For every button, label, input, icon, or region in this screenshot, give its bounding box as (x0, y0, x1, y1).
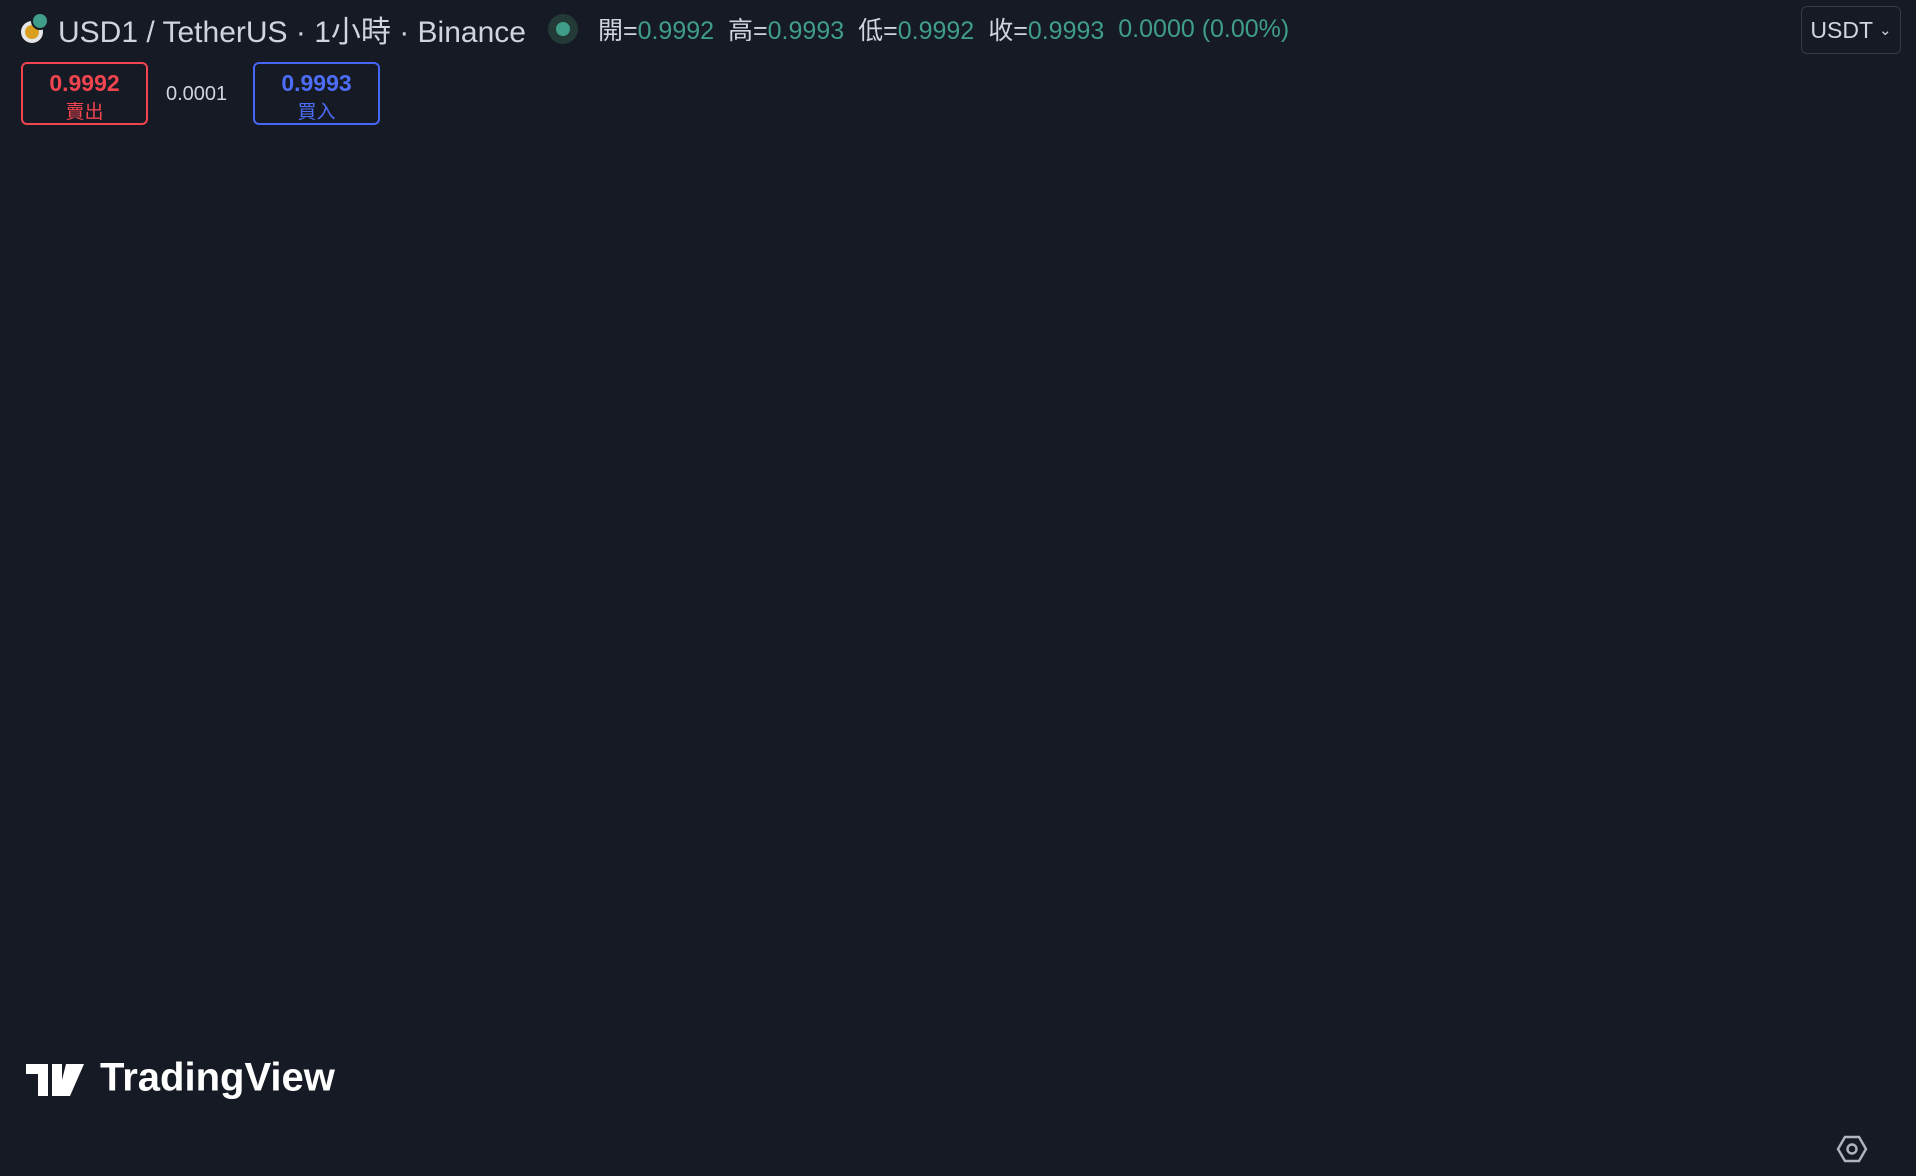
ohlc-value: 0.9992 (897, 17, 975, 45)
currency-label[interactable]: USDT (1810, 16, 1874, 43)
currency-button[interactable]: USDT ⌄ (1801, 6, 1901, 54)
watermark-logo (26, 1064, 84, 1096)
ohlc-open: 開=0.9992 (598, 11, 714, 47)
buy-price[interactable]: 0.9993 (281, 70, 352, 96)
ohlc-low: 低=0.9992 (858, 11, 974, 47)
ohlc-close: 收=0.9993 (988, 11, 1104, 47)
spread: 0.0001 (166, 83, 228, 105)
settings-dot[interactable] (1846, 1143, 1858, 1155)
settings-hex[interactable] (1836, 1135, 1868, 1163)
symbol-title[interactable]: USD1 / TetherUS · 1小時 · Binance (58, 16, 526, 49)
ohlc-label: 開= (597, 17, 638, 45)
ohlc-label: 收= (988, 17, 1028, 45)
sell-price[interactable]: 0.9992 (49, 70, 120, 96)
settings-icon[interactable] (1836, 1135, 1868, 1163)
chevron[interactable]: ⌄ (1879, 22, 1892, 39)
watermark: TradingView (26, 1056, 336, 1100)
sell-button[interactable]: 0.9992 賣出 (21, 62, 148, 125)
symbol-icon (21, 12, 48, 43)
watermark-text: TradingView (100, 1056, 336, 1100)
buy-label[interactable]: 買入 (297, 102, 336, 123)
ohlc-value: 0.9993 (767, 17, 845, 45)
ohlc-value: 0.9993 (1027, 17, 1105, 45)
buy-button[interactable]: 0.9993 買入 (253, 62, 380, 125)
ohlc-label: 高= (728, 17, 768, 45)
ohlc-label: 低= (858, 17, 898, 45)
market-status[interactable] (547, 14, 578, 44)
change: 0.0000 (0.00%) (1118, 14, 1290, 43)
sell-label[interactable]: 賣出 (65, 102, 104, 123)
header: USD1 / TetherUS · 1小時 · Binance 開=0.9992… (20, 8, 1289, 50)
ohlc-high: 高=0.9993 (728, 11, 844, 47)
ohlc-value: 0.9992 (637, 17, 715, 45)
